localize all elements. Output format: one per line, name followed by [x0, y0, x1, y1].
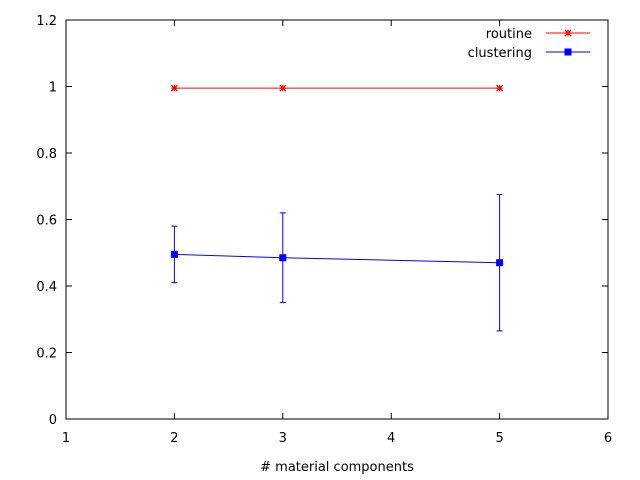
data-point: [496, 84, 504, 92]
series-layer: [170, 84, 504, 332]
x-tick-label: 6: [604, 431, 612, 446]
data-point: [170, 250, 178, 258]
x-tick-label: 2: [170, 431, 178, 446]
y-tick-label: 0.2: [36, 347, 57, 362]
series-routine: [170, 84, 504, 92]
x-tick-label: 3: [279, 431, 287, 446]
y-tick-label: 0: [49, 413, 57, 428]
data-point: [564, 29, 572, 37]
data-point: [279, 254, 287, 262]
legend-label: clustering: [468, 46, 532, 61]
y-tick-label: 1.2: [36, 14, 57, 29]
y-tick-label: 0.6: [36, 214, 57, 229]
legend: routine clustering: [468, 27, 590, 61]
x-tick-label: 1: [62, 431, 70, 446]
x-tick-label: 5: [495, 431, 503, 446]
data-point: [170, 84, 178, 92]
data-point: [496, 259, 504, 267]
series-clustering: [170, 194, 504, 332]
x-tick-label: 4: [387, 431, 395, 446]
legend-label: routine: [486, 27, 532, 42]
y-tick-label: 0.4: [36, 280, 57, 295]
data-point: [279, 84, 287, 92]
series-line: [174, 253, 500, 264]
x-axis-title: # material components: [260, 460, 414, 475]
axis-ticks: 0 0.2 0.4 0.6 0.8 1 1.2 1 2 3 4 5 6: [36, 14, 612, 446]
y-tick-label: 0.8: [36, 147, 57, 162]
plot-frame: [65, 19, 609, 420]
data-point: [564, 48, 572, 56]
y-tick-label: 1: [49, 81, 57, 96]
